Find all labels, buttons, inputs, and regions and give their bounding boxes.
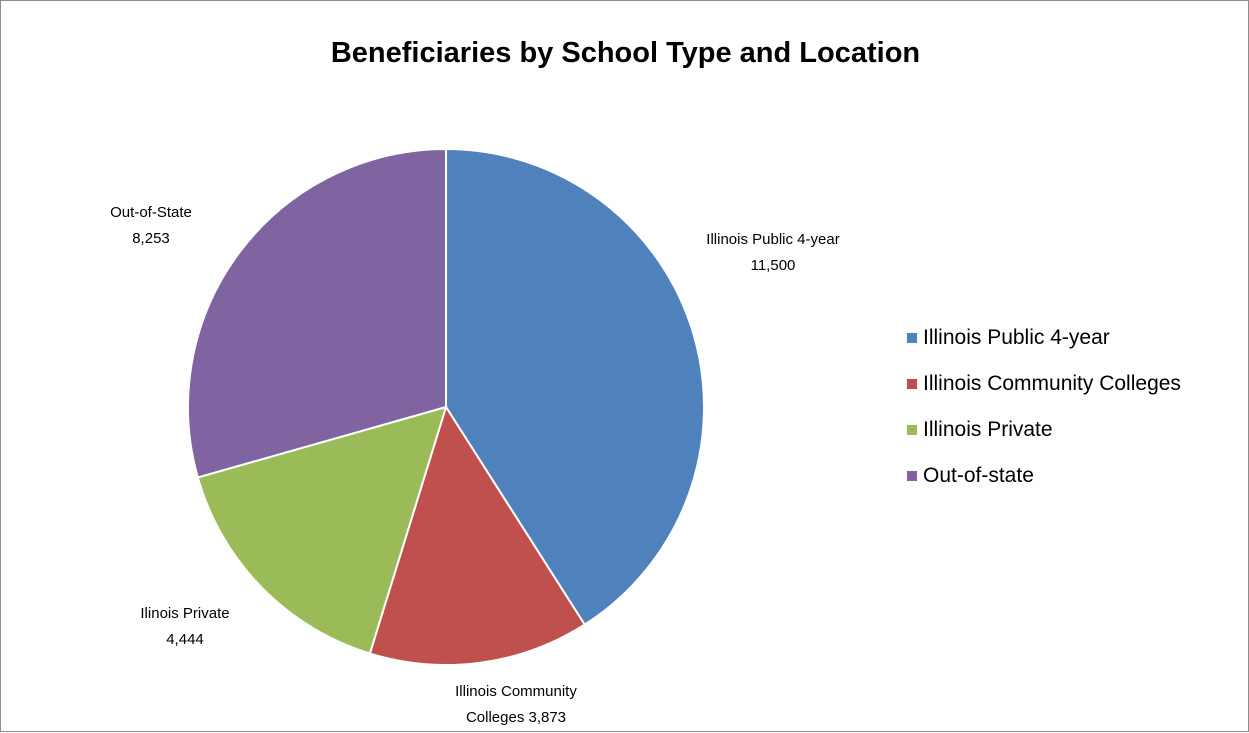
legend-item: Illinois Public 4-year bbox=[907, 315, 1181, 361]
legend-label: Illinois Community Colleges bbox=[923, 372, 1181, 395]
pie-data-labels: Illinois Public 4-year 11,500 Illinois Com… bbox=[110, 204, 840, 726]
data-label-out-of-state: Out-of-State 8,253 bbox=[110, 204, 192, 247]
pie-slice-out-of-state bbox=[187, 147, 447, 479]
pie-slice-illinois-community-colleges bbox=[368, 404, 587, 666]
legend-item: Illinois Private bbox=[907, 407, 1181, 453]
data-label-illinois-private: Ilinois Private 4,444 bbox=[140, 605, 229, 648]
legend-swatch bbox=[907, 471, 917, 481]
legend-label: Out-of-state bbox=[923, 464, 1034, 487]
legend-item: Illinois Community Colleges bbox=[907, 361, 1181, 407]
legend-item: Out-of-state bbox=[907, 453, 1181, 499]
legend-label: Illinois Public 4-year bbox=[923, 326, 1110, 349]
legend-swatch bbox=[907, 425, 917, 435]
data-label-illinois-public-4-year: Illinois Public 4-year 11,500 bbox=[706, 231, 839, 274]
legend-label: Illinois Private bbox=[923, 418, 1053, 441]
pie-slices bbox=[187, 147, 705, 666]
legend-swatch bbox=[907, 379, 917, 389]
data-label-illinois-community-colleges: Illinois Community Colleges 3,873 bbox=[455, 683, 577, 726]
chart-title: Beneficiaries by School Type and Locatio… bbox=[330, 37, 921, 69]
pie-slice-illinois-public-4-year bbox=[445, 147, 705, 626]
legend-swatch bbox=[907, 333, 917, 343]
legend: Illinois Public 4-year Illinois Community… bbox=[907, 315, 1181, 499]
pie-slice-illinois-private bbox=[196, 405, 448, 655]
